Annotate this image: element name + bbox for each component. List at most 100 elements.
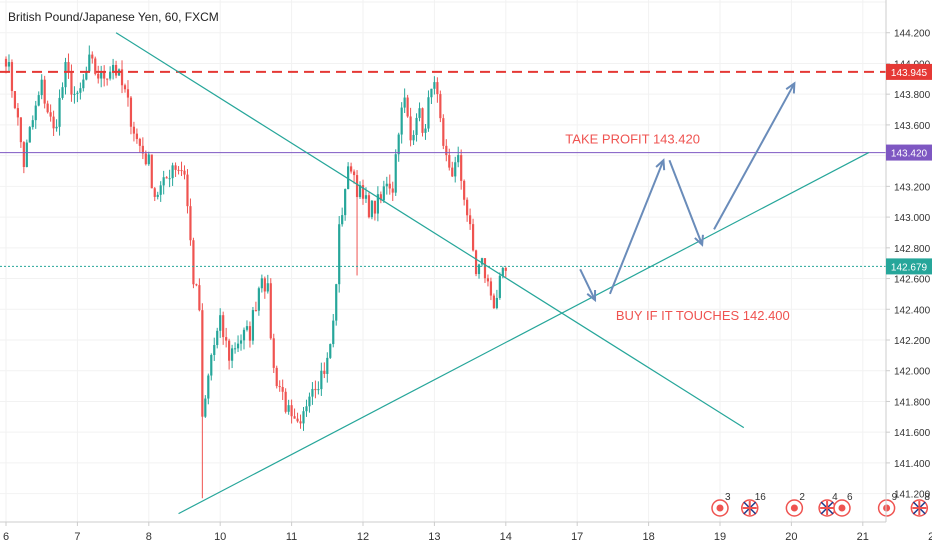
candle-body [204,398,207,417]
candle-body [174,165,177,170]
candle-body [177,169,180,171]
candle-body [13,91,17,109]
candle-body [37,95,40,106]
candle-body [266,283,269,292]
candle-body [305,406,308,412]
candle-body [460,155,463,181]
candle-body [97,73,100,79]
candle-body [31,120,34,128]
candle-body [317,389,320,391]
candle-body [433,82,436,89]
candle-body [397,134,400,155]
y-tick-label: 141.200 [894,490,931,501]
candle-body [248,326,252,341]
candle-body [308,396,311,407]
candle-body [382,186,385,201]
candle-body [412,134,415,141]
candle-body [471,224,475,251]
candle-body [341,215,344,225]
candle-body [156,194,159,197]
candle-body [4,58,8,67]
x-tick-label: 14 [500,531,512,543]
price-tag [886,144,932,161]
candle-body [94,58,97,74]
y-tick-label: 143.800 [894,90,931,101]
candle-body [213,345,216,356]
candle-body [430,88,433,98]
candle-body [406,97,409,117]
candle-body [153,188,156,197]
candle-body [457,155,460,163]
candle-body [64,62,67,88]
candle-body [403,97,406,108]
candle-body [400,107,403,135]
candle-body [144,153,147,165]
event-marker: 9 [877,492,898,517]
flag-dot [716,504,724,512]
price-tag-label: 143.420 [891,149,928,160]
candle-body [123,85,127,90]
candle-body [126,89,130,98]
x-tick-label: 18 [642,531,654,543]
candle-body [385,183,388,187]
y-tick-label: 143.200 [894,182,931,193]
candle-body [483,258,487,279]
candle-body [7,62,11,67]
candle-body [364,195,368,199]
y-tick-label: 142.400 [894,305,931,316]
candle-body [219,315,222,331]
candle-body [79,88,82,93]
event-count: 3 [725,492,731,503]
arrow-head [586,290,597,303]
y-tick-label: 143.600 [894,121,931,132]
candle-body [290,405,293,417]
candle-body [418,108,421,118]
candle-body [201,310,204,417]
candle-body [361,185,365,199]
candle-body [367,195,371,218]
candle-body [424,128,427,133]
candle-body [427,97,430,129]
candle-body [103,71,106,79]
x-tick-label: 10 [214,531,226,543]
candle-body [88,54,91,72]
candle-body [320,370,323,390]
candle-body [106,78,109,80]
candle-body [19,117,22,143]
candle-body [147,154,150,165]
x-tick-label: 24 [928,531,932,543]
event-marker: 8 [910,492,930,517]
candle-body [260,278,263,289]
candles-group [4,45,507,499]
candle-body [451,167,454,177]
candle-body [284,391,287,412]
candle-body [376,194,379,214]
candle-body [421,108,424,133]
candle-body [323,370,326,374]
candle-body [245,326,249,330]
x-tick-label: 11 [286,531,297,543]
candle-body [338,224,341,285]
event-marker: 3 [711,492,731,517]
candle-body [186,174,189,207]
candle-body [379,194,382,201]
candle-body [293,416,296,419]
price-tag-label: 142.679 [891,262,928,273]
candle-body [439,94,442,119]
candle-body [91,54,94,59]
projection-arrow [579,268,597,303]
candle-body [49,112,52,117]
event-count: 6 [847,492,853,503]
flag-dot [883,504,891,512]
candle-body [335,284,338,321]
candle-body [269,283,272,339]
price-tag [886,258,932,275]
candle-body [329,344,332,358]
price-tag-label: 143.945 [891,68,928,79]
event-count: 8 [924,492,930,503]
candle-body [448,155,451,168]
candle-body [180,170,183,172]
candle-body [442,118,445,146]
